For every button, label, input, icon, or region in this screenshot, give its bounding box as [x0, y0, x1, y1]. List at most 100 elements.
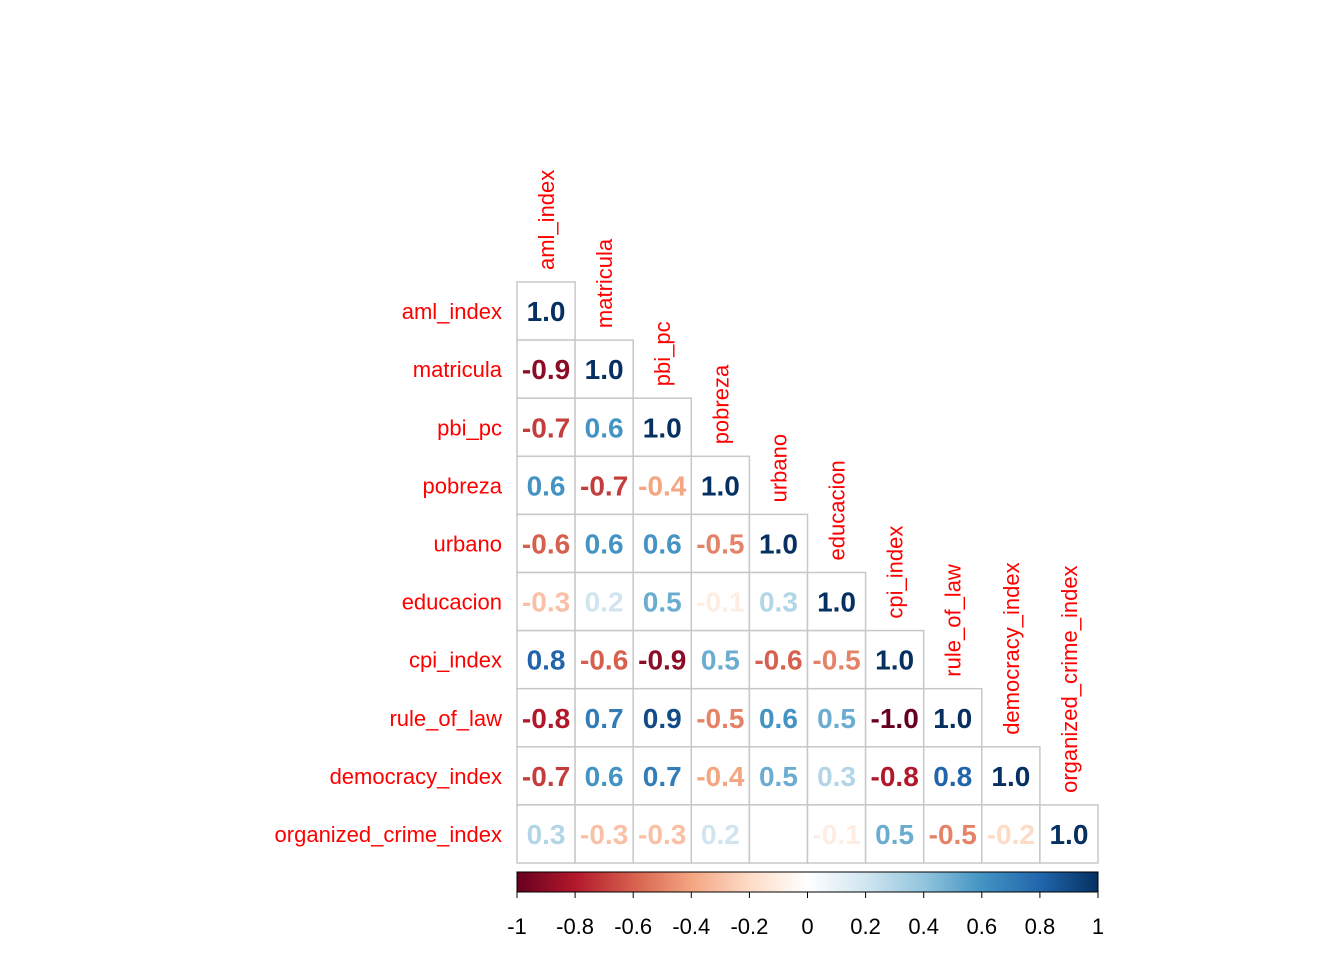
column-label-pobreza: pobreza	[708, 364, 733, 444]
cell-value: -0.6	[580, 645, 628, 676]
cell-organized_crime_index-educacion	[806, 804, 867, 864]
colorbar-tick-label: -0.4	[672, 914, 710, 939]
colorbar-tick-label: 0.6	[967, 914, 998, 939]
cell-value: 0.5	[701, 645, 740, 676]
column-label-rule_of_law: rule_of_law	[941, 564, 966, 677]
cell-value: 0.7	[585, 703, 624, 734]
cell-pobreza-matricula	[574, 455, 634, 516]
colorbar-tick-label: -1	[507, 914, 527, 939]
cell-educacion-educacion	[806, 571, 867, 632]
cell-value: 0.5	[817, 703, 856, 734]
cell-value: 0.5	[759, 761, 798, 792]
cell-democracy_index-aml_index	[516, 746, 576, 806]
cell-organized_crime_index-democracy_index	[981, 804, 1041, 864]
cell-democracy_index-pobreza	[690, 746, 751, 806]
cell-value: -0.3	[580, 819, 628, 850]
cell-value: 1.0	[817, 587, 856, 618]
matrix-cells: 1.0 -0.9 1.0 -0.7 0.6 1.0 0.6 -0.7 -0.4 1.0 -0.6 0.…	[516, 281, 1099, 864]
column-label-pbi_pc: pbi_pc	[650, 321, 675, 386]
cell-value: 1.0	[991, 761, 1030, 792]
row-label-aml_index: aml_index	[402, 299, 502, 324]
cell-matricula-aml_index	[516, 339, 576, 399]
cell-value: 0.7	[643, 761, 682, 792]
cell-value: 0.2	[585, 587, 624, 618]
colorbar-tick-label: 0	[801, 914, 813, 939]
row-label-pobreza: pobreza	[422, 473, 502, 498]
cell-value: -1.0	[871, 703, 919, 734]
colorbar-tick-label: -0.8	[556, 914, 594, 939]
column-label-educacion: educacion	[825, 460, 850, 560]
cell-cpi_index-cpi_index	[864, 629, 925, 690]
cell-value: 0.8	[527, 645, 566, 676]
cell-value: 0.6	[759, 703, 798, 734]
cell-value: 0.6	[585, 761, 624, 792]
cell-rule_of_law-urbano	[748, 687, 809, 748]
cell-value: 0.3	[527, 819, 566, 850]
cell-aml_index-aml_index	[516, 281, 576, 341]
cell-value: 0.6	[643, 528, 682, 559]
cell-value: -0.3	[522, 587, 570, 618]
cell-value: 0.5	[875, 819, 914, 850]
cell-value: -0.6	[522, 528, 570, 559]
cell-democracy_index-pbi_pc	[632, 746, 693, 806]
cell-value: -0.5	[696, 528, 744, 559]
cell-value: -0.3	[638, 819, 686, 850]
cell-organized_crime_index-urbano	[748, 804, 809, 864]
cell-value: -0.9	[638, 645, 686, 676]
cell-urbano-pobreza	[690, 513, 751, 574]
cell-organized_crime_index-organized_crime_index	[1039, 804, 1099, 864]
cell-value: 1.0	[933, 703, 972, 734]
row-label-pbi_pc: pbi_pc	[437, 415, 502, 440]
colorbar-tick-label: 0.2	[850, 914, 881, 939]
row-label-organized_crime_index: organized_crime_index	[275, 822, 502, 847]
colorbar-gradient	[516, 871, 1099, 893]
column-label-aml_index: aml_index	[534, 170, 559, 270]
cell-organized_crime_index-cpi_index	[864, 804, 925, 864]
cell-value: -0.2	[987, 819, 1035, 850]
cell-value: 1.0	[759, 528, 798, 559]
cell-value: -0.4	[638, 470, 687, 501]
cell-democracy_index-urbano	[748, 746, 809, 806]
cell-value: 0.2	[701, 819, 740, 850]
cell-educacion-pobreza	[690, 571, 751, 632]
column-label-matricula: matricula	[592, 238, 617, 328]
cell-value: -0.7	[522, 761, 570, 792]
row-label-rule_of_law: rule_of_law	[389, 706, 502, 731]
column-label-democracy_index: democracy_index	[999, 562, 1024, 734]
colorbar-tick-label: -0.6	[614, 914, 652, 939]
row-label-educacion: educacion	[402, 590, 502, 615]
colorbar: -1 -0.8 -0.6 -0.4 -0.2 0 0.2 0.4 0.6 0.8 1	[507, 871, 1104, 939]
cell-value: -0.5	[929, 819, 977, 850]
cell-rule_of_law-aml_index	[516, 687, 576, 748]
cell-value: -0.8	[871, 761, 919, 792]
row-label-urbano: urbano	[433, 531, 502, 556]
cell-value: 1.0	[875, 645, 914, 676]
cell-value: 0.0	[759, 819, 798, 850]
cell-democracy_index-democracy_index	[981, 746, 1041, 806]
cell-value: 1.0	[701, 470, 740, 501]
cell-value: 1.0	[643, 412, 682, 443]
cell-value: -0.7	[522, 412, 570, 443]
cell-value: -0.5	[696, 703, 744, 734]
colorbar-tick-label: 0.8	[1025, 914, 1056, 939]
cell-value: 0.6	[585, 412, 624, 443]
cell-educacion-matricula	[574, 571, 634, 632]
row-label-democracy_index: democracy_index	[330, 764, 502, 789]
cell-value: -0.4	[696, 761, 745, 792]
column-label-urbano: urbano	[766, 434, 791, 503]
cell-cpi_index-matricula	[574, 629, 634, 690]
row-label-cpi_index: cpi_index	[409, 648, 502, 673]
cell-organized_crime_index-rule_of_law	[922, 804, 983, 864]
cell-matricula-matricula	[574, 339, 634, 399]
cell-organized_crime_index-matricula	[574, 804, 634, 864]
cell-organized_crime_index-pobreza	[690, 804, 751, 864]
cell-value: 1.0	[527, 296, 566, 327]
colorbar-ticks: -1 -0.8 -0.6 -0.4 -0.2 0 0.2 0.4 0.6 0.8 1	[507, 892, 1104, 939]
cell-cpi_index-educacion	[806, 629, 867, 690]
row-label-matricula: matricula	[413, 357, 503, 382]
cell-organized_crime_index-pbi_pc	[632, 804, 693, 864]
cell-pobreza-pbi_pc	[632, 455, 693, 516]
